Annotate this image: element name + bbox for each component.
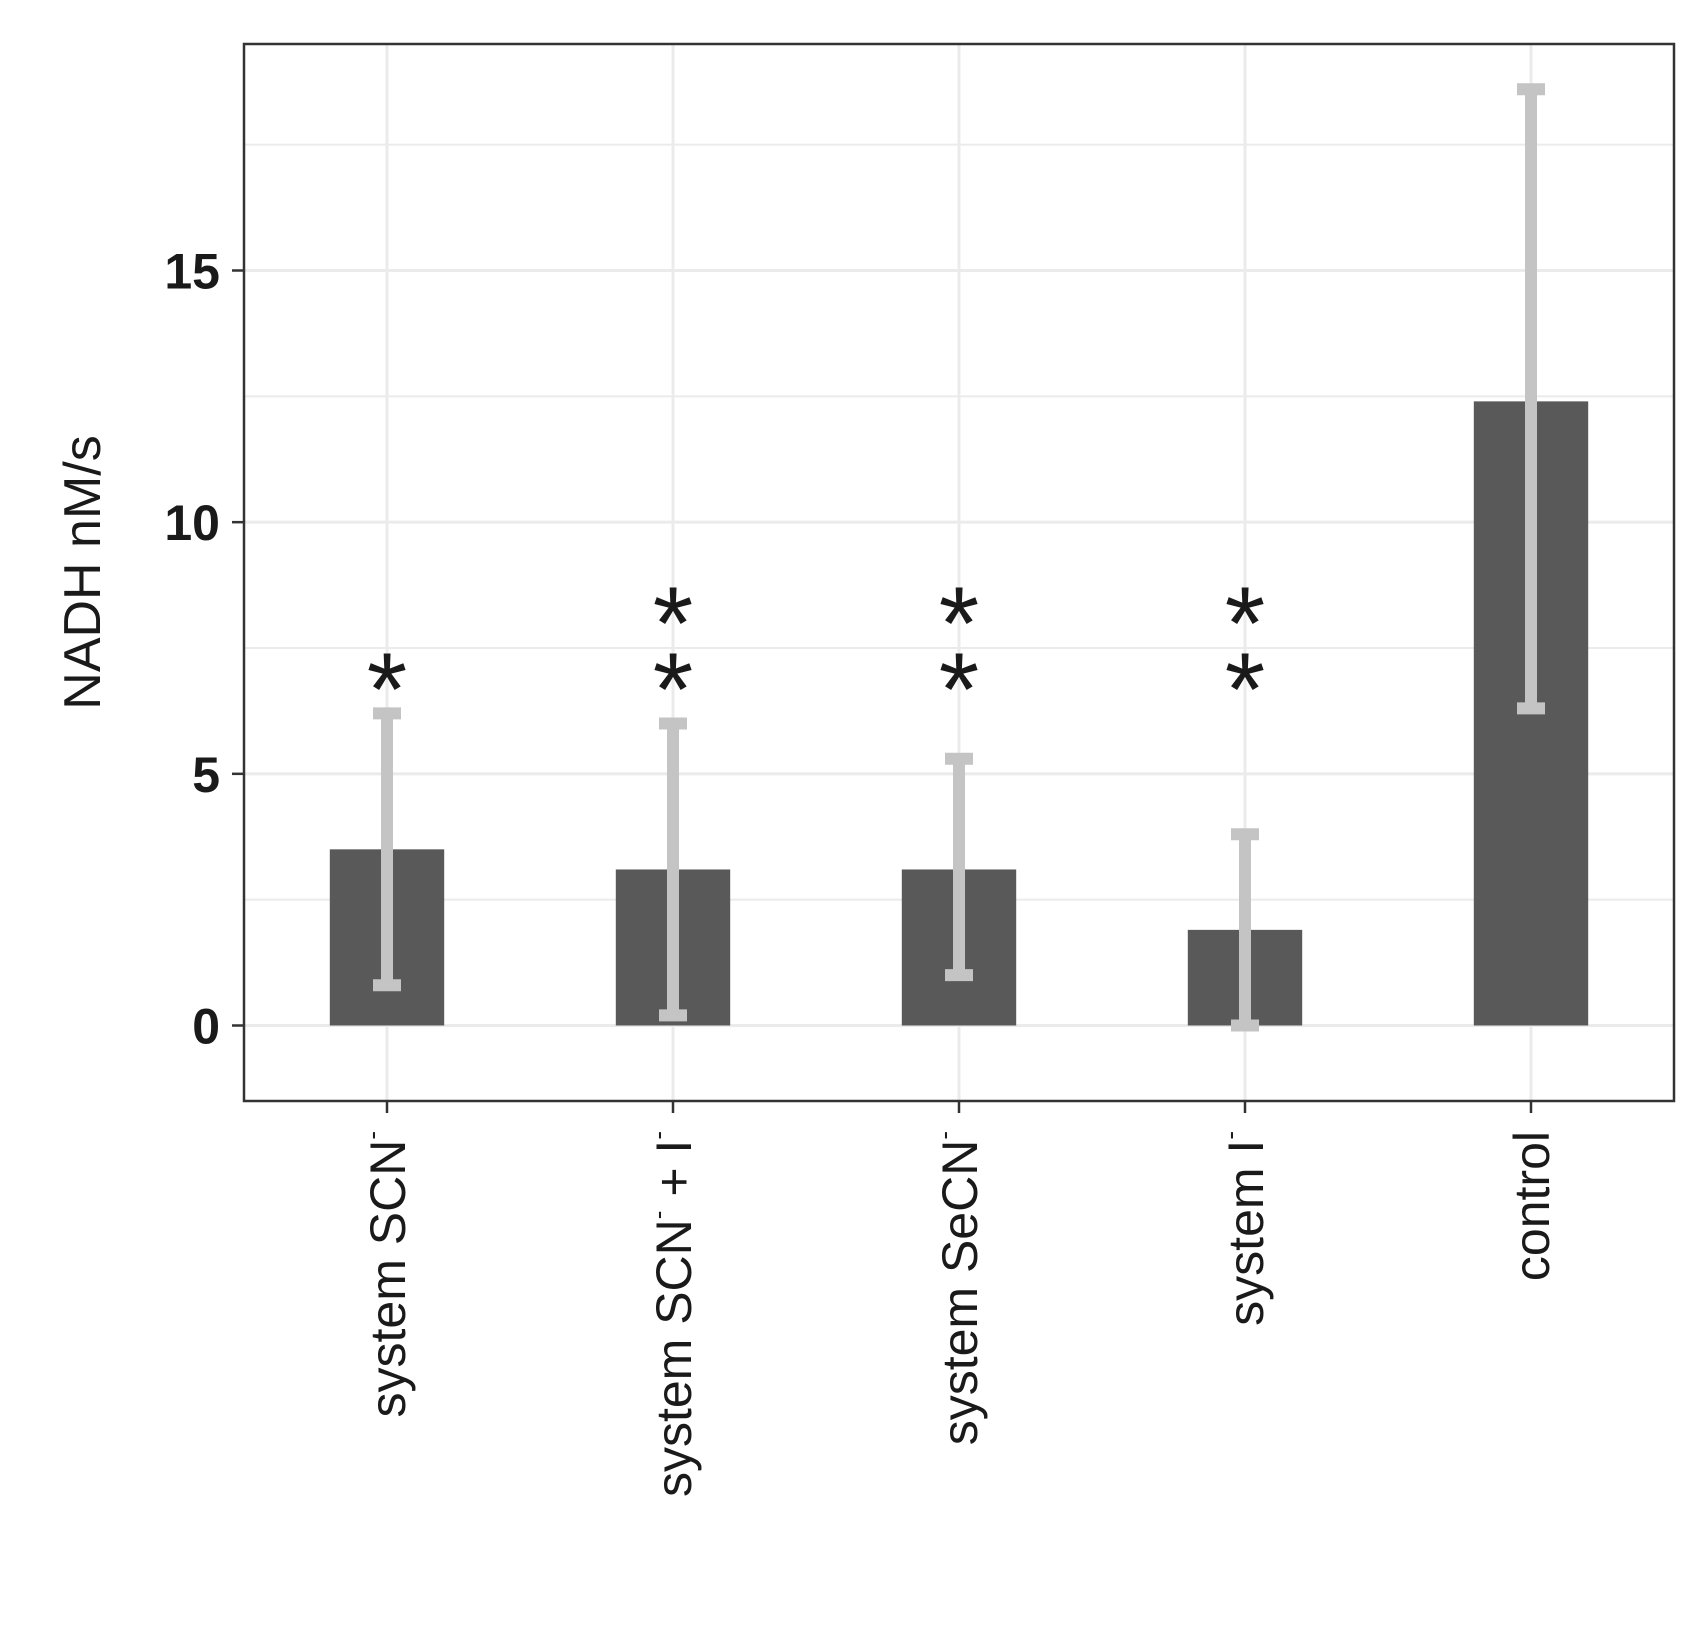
significance-asterisk: * (653, 566, 693, 682)
y-tick-label: 10 (164, 495, 220, 551)
x-axis: system SCN-​ system SCN- + I-system SeCN-… (357, 1101, 1560, 1497)
significance-asterisk: * (1225, 566, 1265, 682)
x-tick-label: system SCN-​ (357, 1131, 416, 1417)
y-axis-title: NADH nM/s (54, 435, 112, 709)
significance-asterisk: * (939, 566, 979, 682)
significance-asterisk: * (1225, 632, 1265, 748)
y-tick-label: 15 (164, 244, 220, 300)
error-bars (373, 83, 1545, 1032)
x-tick-label: system I-​ (1215, 1131, 1274, 1326)
significance-asterisk: * (653, 632, 693, 748)
x-tick-label: system SeCN-​ (929, 1131, 988, 1445)
significance-asterisk: * (367, 632, 407, 748)
y-tick-label: 5 (192, 747, 220, 803)
x-tick-label: control (1504, 1131, 1560, 1281)
significance-asterisk: * (939, 632, 979, 748)
y-axis: 0 5 10 15 (164, 244, 244, 1055)
x-tick-label: system SCN- + I- (643, 1131, 702, 1497)
y-tick-label: 0 (192, 999, 220, 1055)
significance-markers: * ****** (367, 566, 1265, 748)
